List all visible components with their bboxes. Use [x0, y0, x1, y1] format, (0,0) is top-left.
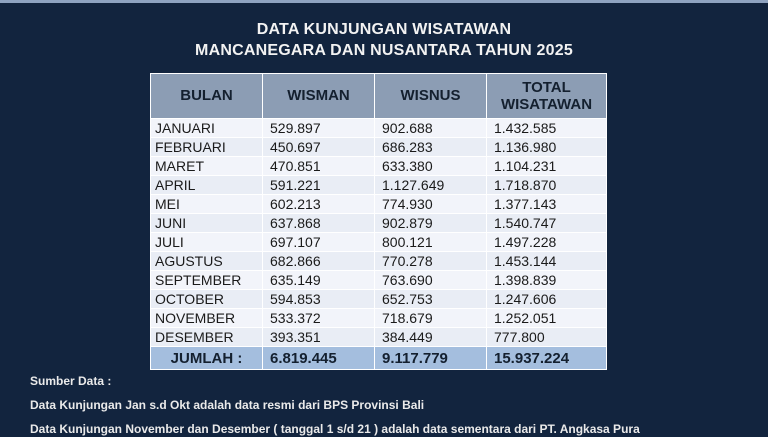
column-header-wisman: WISMAN: [262, 73, 375, 119]
month-cell: FEBRUARI: [150, 137, 263, 157]
wisnus-cell: 652.753: [374, 289, 487, 309]
wisnus-cell: 633.380: [374, 156, 487, 176]
total-cell: 1.136.980: [486, 137, 607, 157]
wisnus-cell: 686.283: [374, 137, 487, 157]
total-cell: 1.398.839: [486, 270, 607, 290]
wisman-cell: 635.149: [262, 270, 375, 290]
total-cell: 1.453.144: [486, 251, 607, 271]
total-cell: 1.247.606: [486, 289, 607, 309]
wisman-cell: 682.866: [262, 251, 375, 271]
month-cell: MARET: [150, 156, 263, 176]
source-note-angkasa-pura: Data Kunjungan November dan Desember ( t…: [30, 422, 640, 436]
total-cell: 1.252.051: [486, 308, 607, 328]
wisnus-cell: 770.278: [374, 251, 487, 271]
wisman-cell: 602.213: [262, 194, 375, 214]
wisman-cell: 697.107: [262, 232, 375, 252]
month-cell: JUNI: [150, 213, 263, 233]
table-row: OCTOBER 594.853 652.753 1.247.606: [150, 289, 607, 309]
slide-title-line-1: DATA KUNJUNGAN WISATAWAN: [256, 21, 512, 38]
table-row: JANUARI 529.897 902.688 1.432.585: [150, 118, 607, 138]
total-cell: 1.540.747: [486, 213, 607, 233]
wisman-cell: 591.221: [262, 175, 375, 195]
month-cell: AGUSTUS: [150, 251, 263, 271]
wisman-cell: 594.853: [262, 289, 375, 309]
month-cell: APRIL: [150, 175, 263, 195]
wisnus-cell: 1.127.649: [374, 175, 487, 195]
table-row: MEI 602.213 774.930 1.377.143: [150, 194, 607, 214]
visitor-table: BULAN WISMAN WISNUS TOTAL WISATAWAN JANU…: [150, 73, 607, 370]
wisnus-cell: 774.930: [374, 194, 487, 214]
month-cell: MEI: [150, 194, 263, 214]
total-cell: 777.800: [486, 327, 607, 347]
month-cell: SEPTEMBER: [150, 270, 263, 290]
total-wisnus-value: 9.117.779: [374, 346, 487, 370]
total-wisatawan-value: 15.937.224: [486, 346, 607, 370]
total-cell: 1.377.143: [486, 194, 607, 214]
table-row: NOVEMBER 533.372 718.679 1.252.051: [150, 308, 607, 328]
table-row: APRIL 591.221 1.127.649 1.718.870: [150, 175, 607, 195]
wisman-cell: 637.868: [262, 213, 375, 233]
month-cell: JULI: [150, 232, 263, 252]
source-notes: Sumber Data : Data Kunjungan Jan s.d Okt…: [30, 374, 640, 436]
table-row: AGUSTUS 682.866 770.278 1.453.144: [150, 251, 607, 271]
table-row: DESEMBER 393.351 384.449 777.800: [150, 327, 607, 347]
wisman-cell: 393.351: [262, 327, 375, 347]
total-cell: 1.497.228: [486, 232, 607, 252]
total-wisman-value: 6.819.445: [262, 346, 375, 370]
wisnus-cell: 384.449: [374, 327, 487, 347]
table-row: JULI 697.107 800.121 1.497.228: [150, 232, 607, 252]
slide-title-line-2: MANCANEGARA DAN NUSANTARA TAHUN 2025: [195, 42, 573, 59]
wisnus-cell: 902.879: [374, 213, 487, 233]
total-cell: 1.718.870: [486, 175, 607, 195]
table-header-row: BULAN WISMAN WISNUS TOTAL WISATAWAN: [150, 73, 607, 119]
month-cell: NOVEMBER: [150, 308, 263, 328]
wisman-cell: 529.897: [262, 118, 375, 138]
slide-title: DATA KUNJUNGAN WISATAWAN MANCANEGARA DAN…: [0, 19, 768, 61]
table-row: FEBRUARI 450.697 686.283 1.136.980: [150, 137, 607, 157]
wisman-cell: 533.372: [262, 308, 375, 328]
wisnus-cell: 763.690: [374, 270, 487, 290]
wisman-cell: 470.851: [262, 156, 375, 176]
column-header-total-wisatawan: TOTAL WISATAWAN: [486, 73, 607, 119]
month-cell: OCTOBER: [150, 289, 263, 309]
wisnus-cell: 800.121: [374, 232, 487, 252]
wisman-cell: 450.697: [262, 137, 375, 157]
column-header-bulan: BULAN: [150, 73, 263, 119]
column-header-wisnus: WISNUS: [374, 73, 487, 119]
table-row: MARET 470.851 633.380 1.104.231: [150, 156, 607, 176]
source-note-bps: Data Kunjungan Jan s.d Okt adalah data r…: [30, 398, 425, 412]
month-cell: DESEMBER: [150, 327, 263, 347]
wisnus-cell: 902.688: [374, 118, 487, 138]
table-row: JUNI 637.868 902.879 1.540.747: [150, 213, 607, 233]
total-row: JUMLAH : 6.819.445 9.117.779 15.937.224: [150, 346, 607, 370]
total-cell: 1.104.231: [486, 156, 607, 176]
total-cell: 1.432.585: [486, 118, 607, 138]
table-row: SEPTEMBER 635.149 763.690 1.398.839: [150, 270, 607, 290]
table-body: JANUARI 529.897 902.688 1.432.585 FEBRUARI 45…: [150, 118, 607, 347]
total-row-label: JUMLAH :: [150, 346, 263, 370]
month-cell: JANUARI: [150, 118, 263, 138]
wisnus-cell: 718.679: [374, 308, 487, 328]
source-notes-heading: Sumber Data :: [30, 374, 112, 388]
